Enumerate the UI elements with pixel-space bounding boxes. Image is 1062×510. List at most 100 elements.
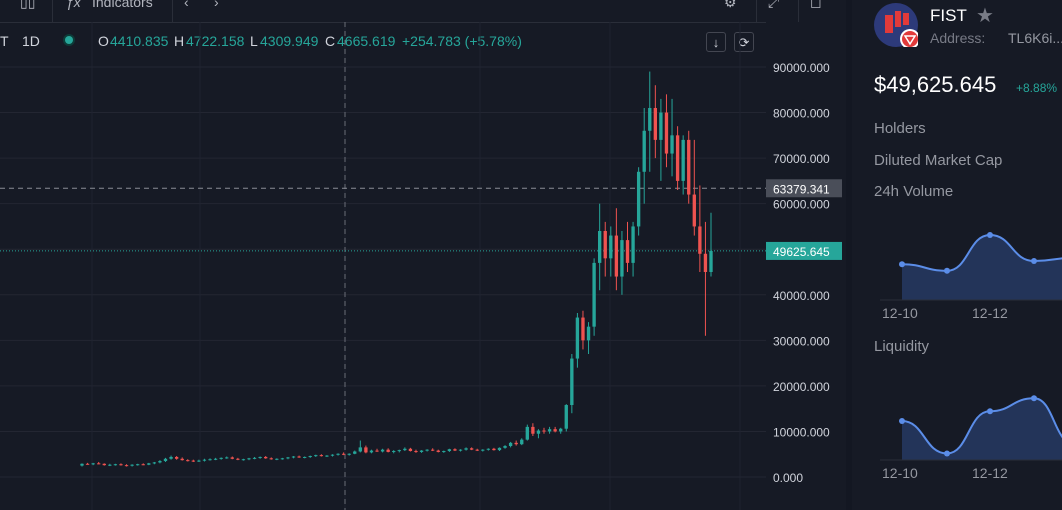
candle-body xyxy=(135,464,140,466)
candle-body xyxy=(648,108,652,131)
candle-body xyxy=(609,235,613,259)
candle-body xyxy=(653,108,658,140)
candle-body xyxy=(280,458,285,460)
fullscreen-icon[interactable]: ⤢ xyxy=(768,0,780,10)
toolbar-divider xyxy=(756,0,757,22)
candle-body xyxy=(436,450,440,452)
address-value[interactable]: TL6K6i... xyxy=(1008,30,1062,46)
candle-body xyxy=(614,235,619,277)
candle-body xyxy=(692,194,696,227)
candle-body xyxy=(620,240,624,277)
function-icon[interactable]: ƒx xyxy=(66,0,81,10)
volume-sparkline: 12-10 12-12 xyxy=(880,232,1062,321)
candle-body xyxy=(570,358,574,406)
candle-body xyxy=(408,448,413,452)
token-price: $49,625.645 xyxy=(874,72,997,97)
sparkline-point xyxy=(987,408,993,415)
candle-body xyxy=(97,463,101,465)
sparkline-point xyxy=(987,232,993,238)
candle-body xyxy=(102,463,106,466)
candle-body xyxy=(186,460,190,462)
candle-body xyxy=(380,449,385,452)
candle-body xyxy=(202,459,207,461)
volume-24h-label: 24h Volume xyxy=(874,183,954,200)
candle-body xyxy=(341,453,346,455)
candle-body xyxy=(475,449,479,451)
candle-body xyxy=(425,449,429,451)
sparkline-point xyxy=(1031,395,1037,402)
candle-body xyxy=(659,112,663,140)
settings-gear-icon[interactable]: ⚙ xyxy=(724,0,737,10)
crosshair-price-tag xyxy=(766,179,842,198)
token-info-panel: FIST ★ Address: TL6K6i... $49,625.645 +8… xyxy=(852,0,1062,510)
candle-body xyxy=(247,458,251,460)
candle-body xyxy=(163,458,168,462)
candle-body xyxy=(458,449,463,451)
candle-body xyxy=(709,250,713,272)
candle-body xyxy=(497,447,502,451)
close-value: 4665.619 xyxy=(337,33,396,49)
candle-body xyxy=(375,450,379,452)
candle-body xyxy=(230,457,234,459)
symbol-label[interactable]: T xyxy=(0,33,9,49)
low-key: L xyxy=(250,33,258,49)
candle-body xyxy=(397,450,401,452)
candle-body xyxy=(330,454,335,456)
candle-body xyxy=(586,326,591,341)
token-price-change: +8.88% xyxy=(1016,81,1058,95)
candle-body xyxy=(681,139,685,181)
candle-body xyxy=(469,448,474,450)
toolbar-divider xyxy=(172,0,173,22)
candle-body xyxy=(169,456,173,459)
interval-label[interactable]: 1D xyxy=(22,33,40,49)
favorite-star-icon[interactable]: ★ xyxy=(976,5,994,27)
snapshot-icon[interactable]: ◻ xyxy=(810,0,822,10)
liquidity-sparkline: 12-10 12-12 xyxy=(880,395,1062,481)
candle-body xyxy=(636,171,641,227)
candle-body xyxy=(698,226,702,254)
candle-body xyxy=(603,231,607,259)
undo-icon[interactable]: ‹ xyxy=(184,0,189,10)
candle-body xyxy=(219,457,223,459)
candle-body xyxy=(364,447,368,453)
token-logo-icon xyxy=(874,3,920,49)
sparkline-area xyxy=(902,235,1062,300)
close-key: C xyxy=(325,33,336,49)
candle-body xyxy=(492,448,496,451)
candle-body xyxy=(252,457,257,459)
crosshair-price-label: 63379.341 xyxy=(773,182,830,196)
candle-body xyxy=(297,456,301,458)
high-value: 4722.158 xyxy=(186,33,245,49)
chart-panel[interactable]: ▯▯ ƒx Indicators ‹ › ⚙ ⤢ ◻ T 1D O 4410.8… xyxy=(0,0,846,510)
price-tick-label: 20000.000 xyxy=(773,380,830,394)
sparkline-point xyxy=(1031,258,1037,264)
price-tick-label: 70000.000 xyxy=(773,152,830,166)
candle-body xyxy=(347,453,351,455)
download-icon[interactable]: ↓ xyxy=(706,32,726,52)
candle-body xyxy=(386,449,390,452)
indicators-button[interactable]: Indicators xyxy=(92,0,153,10)
candle-body xyxy=(392,451,396,453)
candle-body xyxy=(158,461,162,463)
candle-body xyxy=(152,462,157,464)
candle-body xyxy=(564,405,568,429)
refresh-icon[interactable]: ⟳ xyxy=(734,32,754,52)
candle-body xyxy=(308,456,312,458)
candle-body xyxy=(314,455,318,457)
price-tick-label: 60000.000 xyxy=(773,198,830,212)
candle-body xyxy=(508,442,513,447)
open-value: 4410.835 xyxy=(110,33,169,49)
candle-body xyxy=(447,449,452,452)
candlestick-chart[interactable]: 90000.00080000.00070000.00060000.0005000… xyxy=(0,0,846,510)
sparkline-date-label: 12-10 xyxy=(882,305,918,321)
price-tick-label: 10000.000 xyxy=(773,425,830,439)
holders-label: Holders xyxy=(874,120,926,137)
candle-body xyxy=(442,451,446,453)
candle-body xyxy=(419,450,424,452)
redo-icon[interactable]: › xyxy=(214,0,219,10)
candle-body xyxy=(236,458,240,460)
candles-type-icon[interactable]: ▯▯ xyxy=(20,0,36,10)
candle-body xyxy=(486,448,491,450)
candle-body xyxy=(575,317,580,359)
candle-body xyxy=(431,449,435,451)
